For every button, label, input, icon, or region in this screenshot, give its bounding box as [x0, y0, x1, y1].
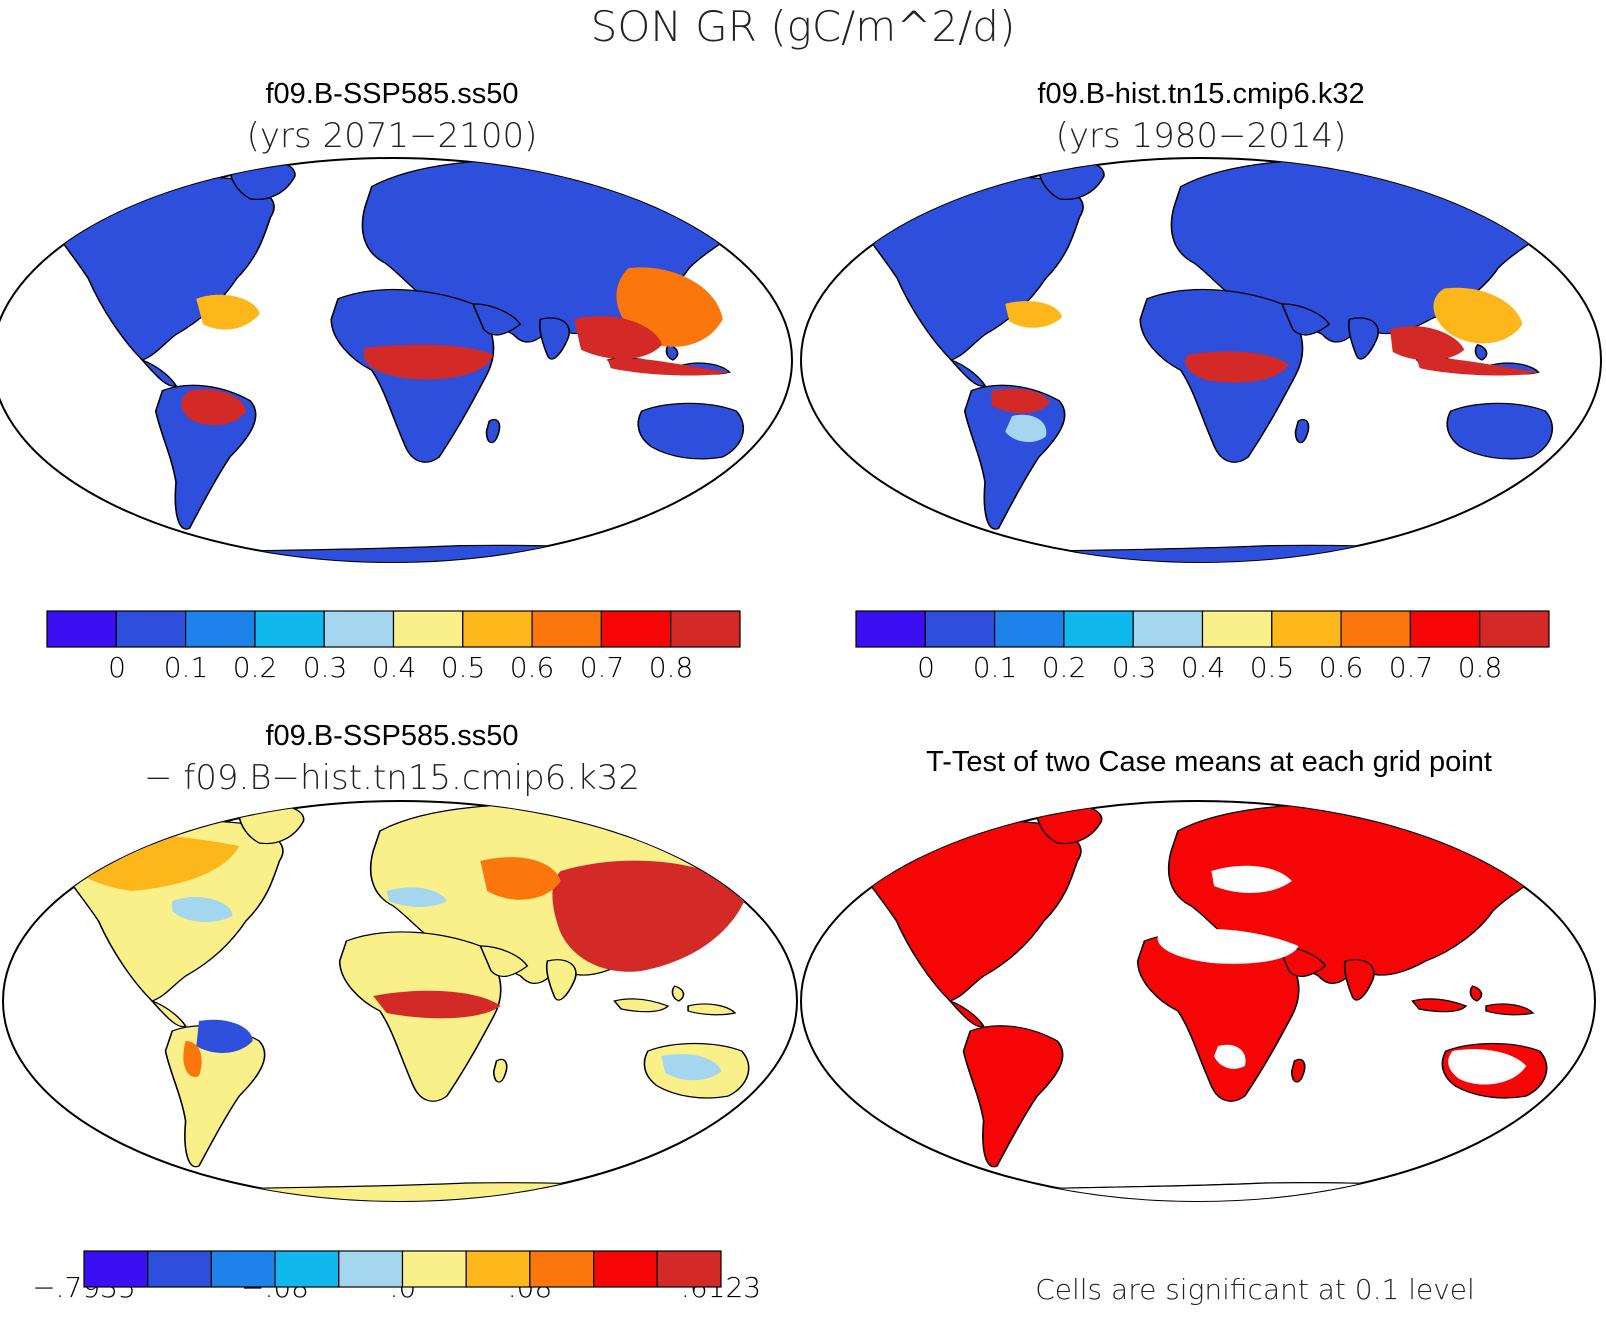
panel-ttest-title: T-Test of two Case means at each grid po…: [926, 746, 1492, 778]
colorbar-historical: [855, 610, 1550, 648]
colorbar-tick-label: 0.8: [648, 651, 694, 684]
colorbar-swatch: [924, 610, 996, 648]
colorbar-swatch: [323, 610, 395, 648]
panel-historical-title: f09.B-hist.tn15.cmip6.k32: [1037, 78, 1365, 110]
map-future: [0, 157, 793, 563]
colorbar-swatch: [1479, 610, 1550, 648]
colorbar-difference: [83, 1250, 722, 1288]
colorbar-swatch: [855, 610, 926, 648]
colorbar-future: [46, 610, 741, 648]
panel-future-title: f09.B-SSP585.ss50: [265, 78, 519, 110]
figure-title: SON GR (gC/m^2/d): [590, 2, 1016, 51]
colorbar-tick-label: 0.7: [1388, 651, 1434, 684]
colorbar-swatch: [392, 610, 464, 648]
colorbar-swatch: [115, 610, 187, 648]
colorbar-swatch: [592, 1250, 658, 1288]
colorbar-swatch: [185, 610, 256, 648]
map-ttest: [800, 800, 1596, 1202]
colorbar-tick-label: 0.1: [972, 651, 1018, 684]
colorbar-tick-label: 0.2: [232, 651, 278, 684]
colorbar-tick-label: 0.5: [1249, 651, 1295, 684]
colorbar-swatch: [656, 1250, 722, 1288]
colorbar-tick-label: 0.6: [1318, 651, 1364, 684]
map-historical: [800, 157, 1602, 563]
colorbar-tick-label: 0.5: [440, 651, 486, 684]
colorbar-swatch: [210, 1250, 276, 1288]
colorbar-tick-label: 0.7: [579, 651, 625, 684]
colorbar-swatch: [670, 610, 741, 648]
colorbar-tick-label: 0.2: [1041, 651, 1087, 684]
colorbar-tick-label: 0.3: [302, 651, 348, 684]
colorbar-tick-label: 0.1: [163, 651, 209, 684]
colorbar-swatch: [531, 610, 602, 648]
colorbar-tick-label: 0.8: [1457, 651, 1503, 684]
colorbar-swatch: [529, 1250, 595, 1288]
colorbar-swatch: [338, 1250, 404, 1288]
colorbar-tick-label: 0.4: [1180, 651, 1226, 684]
colorbar-swatch: [401, 1250, 467, 1288]
colorbar-swatch: [1409, 610, 1481, 648]
colorbar-swatch: [1271, 610, 1342, 648]
colorbar-swatch: [274, 1250, 340, 1288]
colorbar-swatch: [600, 610, 672, 648]
colorbar-swatch: [1132, 610, 1204, 648]
colorbar-swatch: [462, 610, 533, 648]
colorbar-swatch: [46, 610, 117, 648]
colorbar-swatch: [1340, 610, 1411, 648]
colorbar-swatch: [993, 610, 1065, 648]
panel-difference-title: f09.B-SSP585.ss50: [265, 720, 519, 752]
panel-historical-subtitle: (yrs 1980−2014): [1055, 116, 1347, 156]
colorbar-tick-label: 0: [108, 651, 126, 684]
panel-difference-subtitle: − f09.B−hist.tn15.cmip6.k32: [143, 758, 641, 798]
panel-future-subtitle: (yrs 2071−2100): [246, 116, 538, 156]
colorbar-swatch: [254, 610, 325, 648]
colorbar-tick-label: 0.4: [371, 651, 417, 684]
colorbar-swatch: [1201, 610, 1273, 648]
colorbar-tick-label: 0.3: [1111, 651, 1157, 684]
colorbar-swatch: [83, 1250, 149, 1288]
colorbar-tick-label: 0: [917, 651, 935, 684]
map-difference: [2, 800, 798, 1202]
colorbar-swatch: [147, 1250, 212, 1288]
colorbar-swatch: [465, 1250, 531, 1288]
colorbar-tick-label: 0.6: [509, 651, 555, 684]
colorbar-swatch: [1063, 610, 1134, 648]
panel-ttest-footer: Cells are significant at 0.1 level: [1035, 1273, 1475, 1306]
